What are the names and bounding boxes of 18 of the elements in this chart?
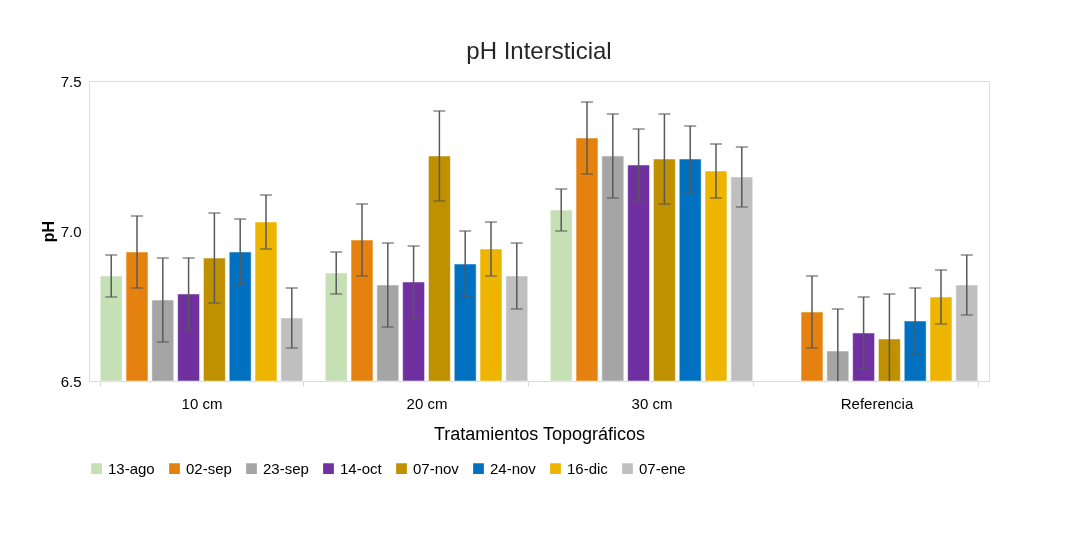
legend-label: 02-sep [186, 459, 232, 477]
legend-label: 16-dic [567, 459, 609, 477]
legend-label: 14-oct [340, 459, 383, 477]
legend-label: 13-ago [108, 459, 155, 477]
legend-label: 07-nov [413, 459, 460, 477]
legend-label: 07-ene [639, 459, 686, 477]
x-axis-title: Tratamientos Topográficos [433, 423, 646, 444]
y-tick-label: 6.5 [60, 372, 82, 390]
y-tick-label: 7.0 [60, 222, 82, 240]
y-axis-title: pH [39, 220, 57, 243]
legend-label: 24-nov [490, 459, 537, 477]
chart-title: pH Intersticial [466, 37, 612, 64]
x-tick-label: Referencia [840, 394, 914, 412]
x-tick-label: 30 cm [631, 394, 673, 412]
y-tick-label: 7.5 [60, 72, 82, 90]
legend-label: 23-sep [263, 459, 309, 477]
x-tick-label: 20 cm [406, 394, 448, 412]
x-tick-label: 10 cm [181, 394, 223, 412]
